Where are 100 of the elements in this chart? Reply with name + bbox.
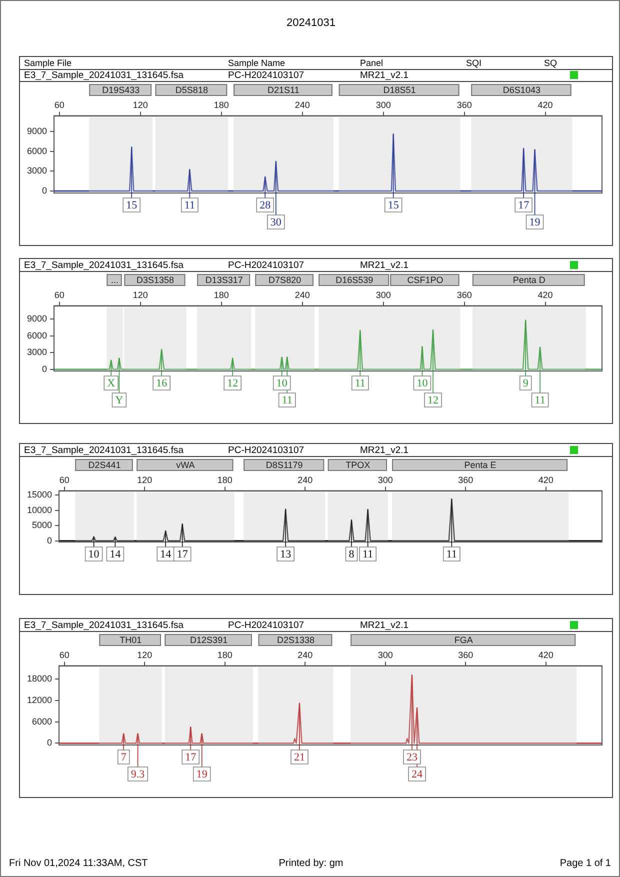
band-label: D5S818	[175, 84, 208, 95]
band-label: ...	[111, 274, 119, 285]
band-label: D2S441	[88, 460, 121, 470]
annotation: 11	[362, 548, 374, 560]
annotation: 15	[126, 199, 138, 212]
band-label: FGA	[454, 634, 473, 645]
annotation: 17	[176, 548, 188, 560]
annotation: 11	[446, 548, 457, 560]
x-tick-label: 120	[137, 474, 152, 485]
band-label: vWA	[176, 460, 195, 470]
y-tick-label: 15000	[26, 490, 52, 500]
annotation: 11	[282, 394, 292, 406]
annotation: 8	[348, 548, 355, 560]
band-label: D8S1179	[266, 460, 303, 470]
x-tick-label: 360	[458, 474, 474, 485]
annotation: 9.3	[130, 768, 146, 780]
x-tick-label: 180	[214, 100, 229, 110]
y-tick-label: 10000	[26, 504, 52, 515]
x-tick-label: 60	[54, 100, 64, 110]
band-label: TPOX	[346, 460, 370, 470]
x-tick-label: 360	[456, 290, 472, 300]
text: E3_7_Sample_20241031_131645.fsa	[24, 70, 184, 81]
text: PC-H2024103107	[228, 445, 304, 456]
annotation: 16	[156, 377, 168, 390]
legend-label: D3S1358	[136, 274, 174, 285]
y-tick-label: 0	[42, 186, 48, 196]
annotation: 28	[260, 199, 272, 212]
band-label: D7S820	[268, 274, 302, 285]
band-label: D2S1338	[276, 634, 315, 645]
annotation: 21	[294, 751, 305, 764]
annotation: 14	[110, 548, 122, 560]
band-label: Penta D	[512, 274, 546, 285]
x-tick-label: 300	[378, 474, 393, 485]
y-tick-label: 9000	[26, 126, 48, 136]
y-tick-label: 6000	[26, 146, 48, 156]
y-tick-label: 0	[47, 535, 52, 546]
annotation: X	[107, 377, 116, 390]
x-tick-label: 180	[217, 650, 232, 660]
band-label: D16S539	[336, 274, 374, 285]
x-tick-label: 60	[54, 290, 64, 300]
text: E3_7_Sample_20241031_131645.fsa	[24, 260, 184, 271]
x-tick-label: 300	[376, 290, 391, 300]
band-label: D12S391	[190, 634, 228, 645]
y-tick-label: 0	[42, 364, 48, 374]
x-tick-label: 120	[132, 100, 148, 110]
x-tick-label: 300	[376, 100, 391, 110]
annotation: Y	[115, 394, 124, 406]
y-tick-label: 12000	[26, 694, 52, 705]
annotation: 11	[354, 377, 366, 390]
text: E3_7_Sample_20241031_131645.fsa	[24, 620, 184, 631]
x-tick-label: 180	[214, 290, 229, 300]
x-tick-label: 120	[132, 290, 148, 300]
band-label: D21S11	[268, 84, 300, 95]
annotation: 17	[185, 751, 197, 764]
y-tick-label: 9000	[26, 314, 48, 324]
x-tick-label: 120	[137, 650, 152, 660]
y-tick-label: 0	[47, 738, 52, 748]
band-label: CSF1PO	[407, 274, 444, 285]
text: SQ	[544, 58, 558, 68]
band-label: Penta E	[464, 460, 496, 470]
x-tick-label: 60	[59, 474, 70, 485]
text: Panel	[360, 58, 384, 68]
annotation: 7	[120, 751, 127, 764]
annotation: 19	[196, 768, 208, 780]
annotation: 10	[276, 377, 288, 390]
band-label: D6S1043	[502, 84, 540, 95]
text: Sample Name	[228, 58, 286, 68]
y-tick-label: 18000	[26, 674, 52, 684]
x-tick-label: 360	[458, 650, 474, 660]
y-tick-label: 5000	[32, 520, 52, 530]
x-tick-label: 240	[294, 290, 310, 300]
annotation: 11	[534, 394, 546, 406]
annotation: 12	[428, 394, 439, 406]
x-tick-label: 240	[298, 650, 313, 660]
y-tick-label: 6000	[32, 716, 52, 726]
annotation: 19	[529, 216, 541, 228]
y-tick-label: 3000	[26, 347, 48, 358]
annotation: 23	[406, 751, 418, 764]
text: E3_7_Sample_20241031_131645.fsa	[24, 445, 184, 456]
y-tick-label: 6000	[26, 330, 48, 340]
x-tick-label: 360	[456, 100, 472, 110]
text: SQI	[466, 58, 482, 68]
chart-title: 20241031	[286, 17, 336, 29]
text: Sample File	[24, 58, 72, 68]
x-tick-label: 420	[538, 474, 554, 485]
band-label: D18S51	[383, 84, 416, 95]
x-tick-label: 420	[538, 100, 553, 110]
text: PC-H2024103107	[228, 70, 304, 81]
annotation: 13	[280, 548, 292, 560]
x-tick-label: 300	[378, 650, 393, 660]
x-tick-label: 60	[59, 650, 70, 660]
x-tick-label: 420	[538, 290, 553, 300]
text: MR21_v2.1	[360, 260, 409, 271]
text: Printed by: gm	[278, 858, 344, 869]
annotation: 11	[184, 199, 195, 212]
text: MR21_v2.1	[360, 620, 409, 631]
y-tick-label: 3000	[26, 166, 48, 176]
band-label: D13S317	[205, 274, 243, 285]
annotation: 17	[518, 199, 530, 212]
text: PC-H2024103107	[228, 260, 304, 271]
